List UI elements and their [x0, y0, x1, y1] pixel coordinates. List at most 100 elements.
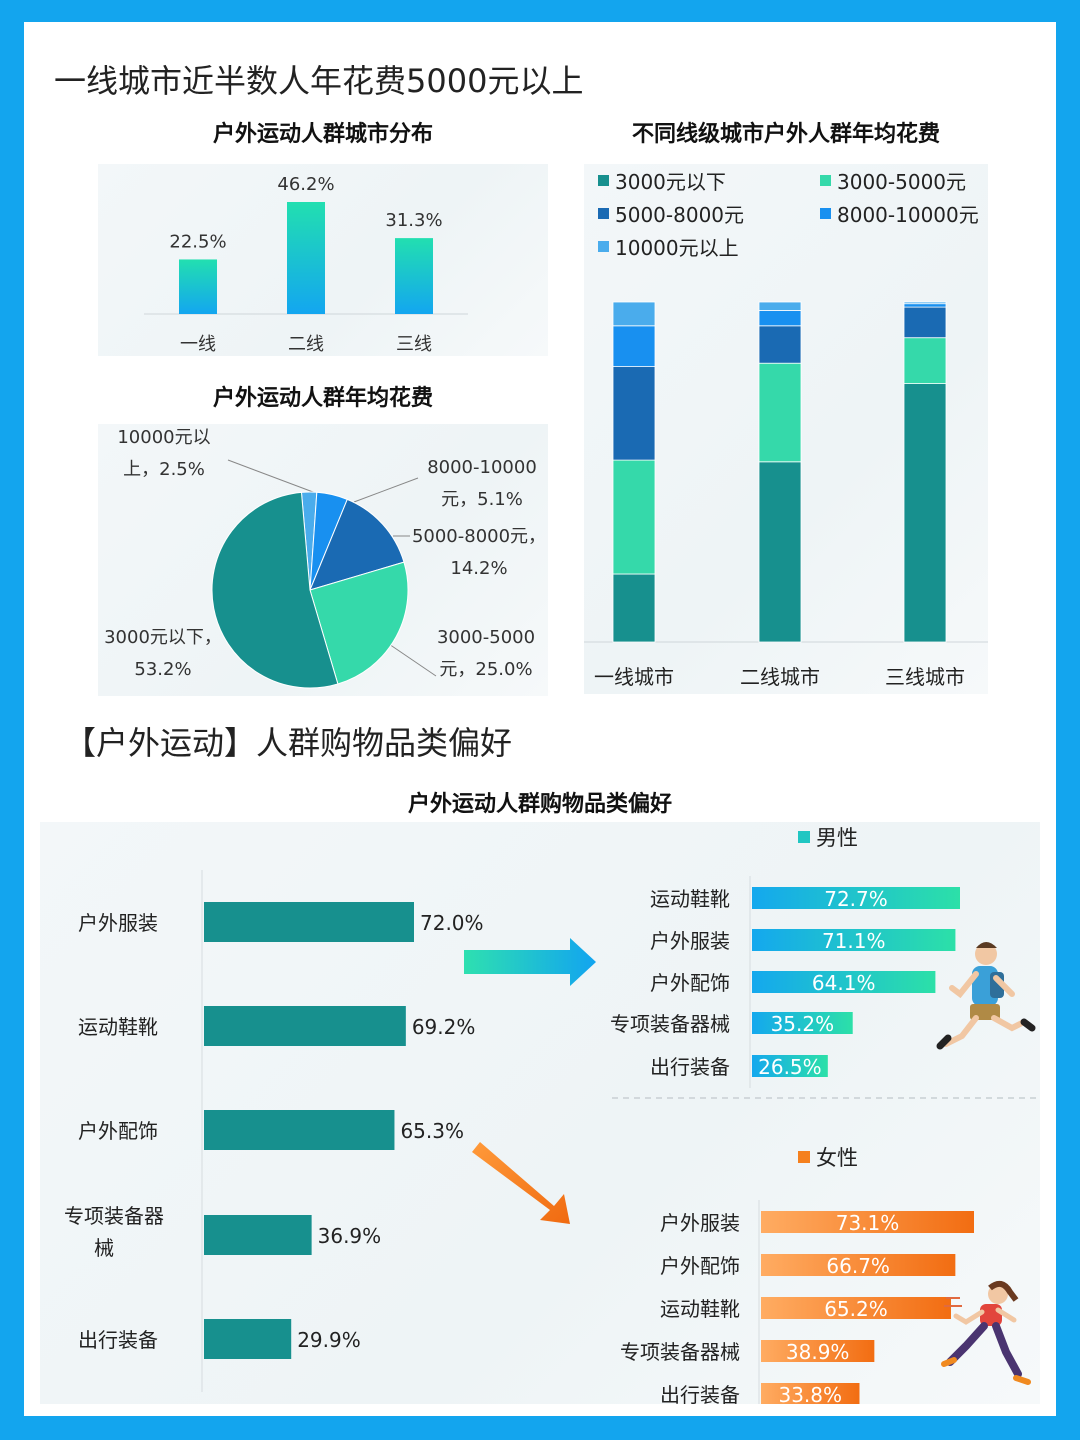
bar-户外服装 [761, 1211, 974, 1233]
bar-value-label: 65.2% [824, 1297, 888, 1321]
stack-segment [612, 573, 656, 643]
bar-value-label: 26.5% [758, 1055, 822, 1079]
bar-户外服装 [204, 902, 414, 942]
bar-value-label: 29.9% [297, 1328, 361, 1352]
category-label: 户外配饰 [650, 971, 730, 995]
stack-segment [903, 301, 947, 305]
legend-swatch [598, 175, 609, 186]
stack-segment [903, 383, 947, 643]
category-label: 专项装备器 [64, 1204, 164, 1228]
bar-户外配饰 [761, 1254, 956, 1276]
bar-出行装备 [761, 1383, 860, 1404]
city-distribution-title: 户外运动人群城市分布 [212, 122, 433, 147]
bar-value-label: 65.3% [400, 1119, 464, 1143]
pie-slice [309, 561, 409, 685]
bar-value-label: 38.9% [786, 1340, 850, 1364]
category-label: 三线城市 [885, 665, 965, 689]
arrow-to-male-icon [464, 938, 596, 986]
category-label: 运动鞋靴 [78, 1015, 158, 1039]
category-label: 械 [94, 1236, 114, 1260]
category-label: 二线城市 [740, 665, 820, 689]
stack-segment [758, 301, 802, 311]
city-distribution-chart: 22.5% 一线 46.2% 二线 31.3% 三线 [144, 174, 468, 355]
pie-label-over10000: 10000元以 上，2.5% [117, 427, 211, 480]
male-runner-icon [936, 942, 1036, 1050]
infographic-card: 一线城市近半数人年花费5000元以上 户外运动人群城市分布 22.5% 一线 46.… [24, 22, 1056, 1416]
legend-over10000: 10000元以上 [598, 232, 739, 261]
tier-spend-panel: 3000元以下 3000-5000元 5000-8000元 8000-10000… [584, 164, 988, 694]
bar-value-label: 22.5% [169, 231, 226, 252]
bar-value-label: 73.1% [836, 1211, 900, 1235]
bar-运动鞋靴 [752, 887, 960, 909]
female-legend: 女性 [798, 1142, 858, 1172]
bar-一线 [179, 259, 217, 314]
legend-swatch [598, 208, 609, 219]
bar-value-label: 33.8% [778, 1383, 842, 1404]
pie-label-5000-8000: 5000-8000元， 14.2% [411, 526, 547, 579]
section2-title: 【户外运动】人群购物品类偏好 [64, 724, 513, 762]
bar-value-label: 72.7% [824, 887, 888, 911]
stack-segment [758, 325, 802, 364]
main-title: 一线城市近半数人年花费5000元以上 [54, 62, 584, 100]
bar-value-label: 64.1% [812, 971, 876, 995]
annual-spend-panel: 3000元以下， 53.2% 3000-5000 元，25.0% 5000-80… [98, 424, 548, 696]
stack-segment [903, 306, 947, 339]
category-label: 户外服装 [78, 911, 158, 935]
legend-3000-5000: 3000-5000元 [820, 166, 966, 195]
stack-segment [758, 461, 802, 643]
bar-专项装备器械 [752, 1012, 853, 1034]
arrows-layer [464, 938, 1040, 1224]
bar-三线 [395, 238, 433, 314]
pie-label-3000-5000: 3000-5000 元，25.0% [436, 627, 536, 680]
city-distribution-panel: 22.5% 一线 46.2% 二线 31.3% 三线 [98, 164, 548, 356]
bar-户外服装 [752, 929, 956, 951]
category-label: 运动鞋靴 [650, 887, 730, 911]
male-legend: 男性 [798, 822, 858, 852]
category-label: 三线 [396, 334, 432, 355]
legend-swatch [820, 175, 831, 186]
bar-运动鞋靴 [204, 1006, 406, 1046]
bar-户外配饰 [752, 971, 936, 993]
bar-专项装备器械 [761, 1340, 875, 1362]
pie-slice [309, 498, 405, 591]
bar-value-label: 46.2% [277, 174, 334, 195]
female-runner-icon [941, 1280, 1031, 1385]
stack-segment [758, 362, 802, 463]
category-label: 户外配饰 [660, 1254, 740, 1278]
pie-slice [211, 491, 339, 689]
legend-swatch [820, 208, 831, 219]
category-label: 出行装备 [78, 1328, 158, 1352]
category-label: 出行装备 [650, 1055, 730, 1079]
legend-under3000: 3000元以下 [598, 166, 726, 195]
bar-专项装备器械 [204, 1215, 312, 1255]
tier-spend-title: 不同线级城市户外人群年均花费 [631, 122, 940, 147]
legend-swatch [598, 241, 609, 252]
gender-pref-chart: 72.7% 运动鞋靴 71.1% 户外服装 64.1% 户外配饰 35.2% 专项装备器械 26… [610, 876, 974, 1404]
bar-value-label: 36.9% [318, 1224, 382, 1248]
bar-value-label: 71.1% [822, 929, 886, 953]
runners-layer [936, 942, 1036, 1385]
bar-value-label: 31.3% [385, 210, 442, 231]
bar-二线 [287, 202, 325, 314]
category-label: 二线 [288, 334, 324, 355]
category-label: 户外配饰 [78, 1119, 158, 1143]
stack-segment [612, 301, 656, 327]
bar-value-label: 66.7% [826, 1254, 890, 1278]
bar-value-label: 35.2% [771, 1012, 835, 1036]
legend-5000-8000: 5000-8000元 [598, 199, 744, 228]
bar-运动鞋靴 [761, 1297, 951, 1319]
bar-出行装备 [204, 1319, 292, 1359]
category-label: 户外服装 [660, 1211, 740, 1235]
category-pref-chart: 72.0% 户外服装 69.2% 运动鞋靴 65.3% 户外配饰 36.9% 专项装备器械 29… [64, 870, 484, 1392]
category-pref-title: 户外运动人群购物品类偏好 [407, 792, 672, 817]
bar-户外配饰 [204, 1110, 395, 1150]
stack-segment [612, 459, 656, 575]
male-swatch [798, 831, 810, 843]
stack-segment [903, 303, 947, 308]
bar-value-label: 72.0% [420, 911, 484, 935]
arrow-to-female-icon [472, 1142, 570, 1224]
category-label: 户外服装 [650, 929, 730, 953]
stack-segment [903, 337, 947, 384]
category-label: 运动鞋靴 [660, 1297, 740, 1321]
stack-segment [612, 325, 656, 368]
